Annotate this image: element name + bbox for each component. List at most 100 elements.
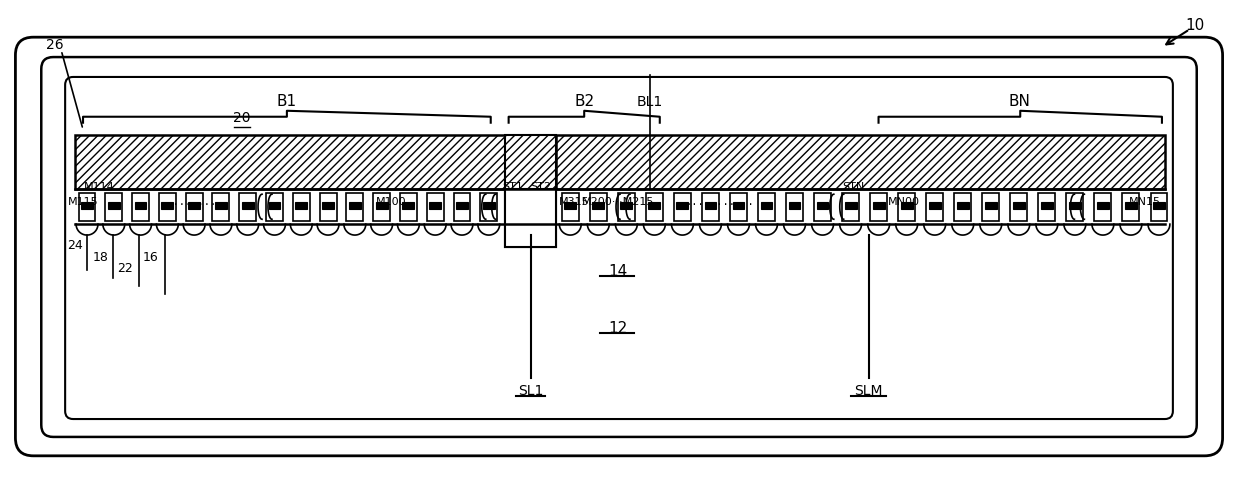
Text: ...........: ........... <box>684 197 754 207</box>
Bar <box>817 202 828 209</box>
Text: M200···M215: M200···M215 <box>582 197 655 207</box>
Bar <box>1095 193 1111 221</box>
Text: BN: BN <box>1009 94 1030 109</box>
Bar <box>188 202 200 209</box>
Bar <box>322 202 334 209</box>
Text: B2: B2 <box>574 94 594 109</box>
Bar <box>870 193 887 221</box>
Bar <box>373 193 391 221</box>
Bar <box>376 202 388 209</box>
Bar <box>346 193 363 221</box>
Bar <box>1011 193 1027 221</box>
Text: MN00: MN00 <box>888 197 919 207</box>
Bar <box>242 202 254 209</box>
Text: 20: 20 <box>233 111 250 124</box>
Bar <box>730 193 746 221</box>
Bar <box>505 135 557 247</box>
Bar <box>1038 193 1055 221</box>
Bar <box>403 202 414 209</box>
Bar <box>427 193 444 221</box>
Bar <box>78 193 95 221</box>
Bar <box>815 193 831 221</box>
Bar <box>269 202 280 209</box>
Text: 12: 12 <box>609 321 627 336</box>
Bar <box>1122 193 1140 221</box>
Bar <box>557 135 1164 189</box>
Bar <box>593 202 604 209</box>
Bar <box>646 193 663 221</box>
Text: ST1: ST1 <box>502 182 523 192</box>
Bar <box>649 202 660 209</box>
Bar <box>76 135 505 189</box>
Text: M114: M114 <box>83 182 114 192</box>
Bar <box>786 193 804 221</box>
Bar <box>480 193 497 221</box>
Bar <box>293 193 310 221</box>
Bar <box>135 202 146 209</box>
Text: 18: 18 <box>93 251 109 264</box>
Bar <box>239 193 257 221</box>
Text: ST2: ST2 <box>529 182 551 192</box>
Text: 26: 26 <box>46 38 64 52</box>
Bar <box>677 202 688 209</box>
Text: 22: 22 <box>117 262 133 275</box>
Text: ...........: ........... <box>160 197 229 207</box>
Bar <box>982 193 999 221</box>
Bar <box>760 202 773 209</box>
Bar <box>161 202 174 209</box>
Bar <box>929 202 941 209</box>
Bar <box>133 193 149 221</box>
Text: M115: M115 <box>68 197 98 207</box>
Bar <box>844 202 857 209</box>
Text: M315: M315 <box>559 197 589 207</box>
Text: SLM: SLM <box>854 384 883 398</box>
Bar <box>900 202 913 209</box>
FancyBboxPatch shape <box>15 37 1223 456</box>
Bar <box>215 202 227 209</box>
Bar <box>955 193 971 221</box>
Text: 14: 14 <box>609 264 627 280</box>
Bar <box>957 202 968 209</box>
Text: M100: M100 <box>376 197 407 207</box>
Bar <box>267 193 283 221</box>
Bar <box>733 202 744 209</box>
Bar <box>1066 193 1084 221</box>
Bar <box>590 193 606 221</box>
Bar <box>429 202 441 209</box>
Text: MN15: MN15 <box>1130 197 1161 207</box>
FancyBboxPatch shape <box>66 77 1173 419</box>
Bar <box>482 202 495 209</box>
Bar <box>926 193 944 221</box>
Bar <box>295 202 308 209</box>
Bar <box>1151 193 1167 221</box>
Bar <box>562 193 579 221</box>
Bar <box>105 193 123 221</box>
Bar <box>212 193 229 221</box>
Text: 24: 24 <box>67 239 83 252</box>
Bar <box>348 202 361 209</box>
Text: 16: 16 <box>143 251 159 264</box>
Bar <box>675 193 691 221</box>
Text: 10: 10 <box>1185 18 1204 33</box>
Bar <box>1013 202 1024 209</box>
Bar <box>618 193 635 221</box>
Bar <box>789 202 801 209</box>
Bar <box>1097 202 1109 209</box>
FancyBboxPatch shape <box>41 57 1197 437</box>
Bar <box>505 189 557 247</box>
Bar <box>456 202 467 209</box>
Bar <box>873 202 884 209</box>
Bar <box>702 193 719 221</box>
Bar <box>159 193 176 221</box>
Bar <box>1040 202 1053 209</box>
Text: STN: STN <box>842 182 864 192</box>
Text: BL1: BL1 <box>636 95 663 109</box>
Text: B1: B1 <box>277 94 296 109</box>
Bar <box>401 193 417 221</box>
Bar <box>76 189 1164 224</box>
Bar <box>81 202 93 209</box>
Bar <box>898 193 915 221</box>
Bar <box>704 202 717 209</box>
Bar <box>1153 202 1164 209</box>
Bar <box>758 193 775 221</box>
